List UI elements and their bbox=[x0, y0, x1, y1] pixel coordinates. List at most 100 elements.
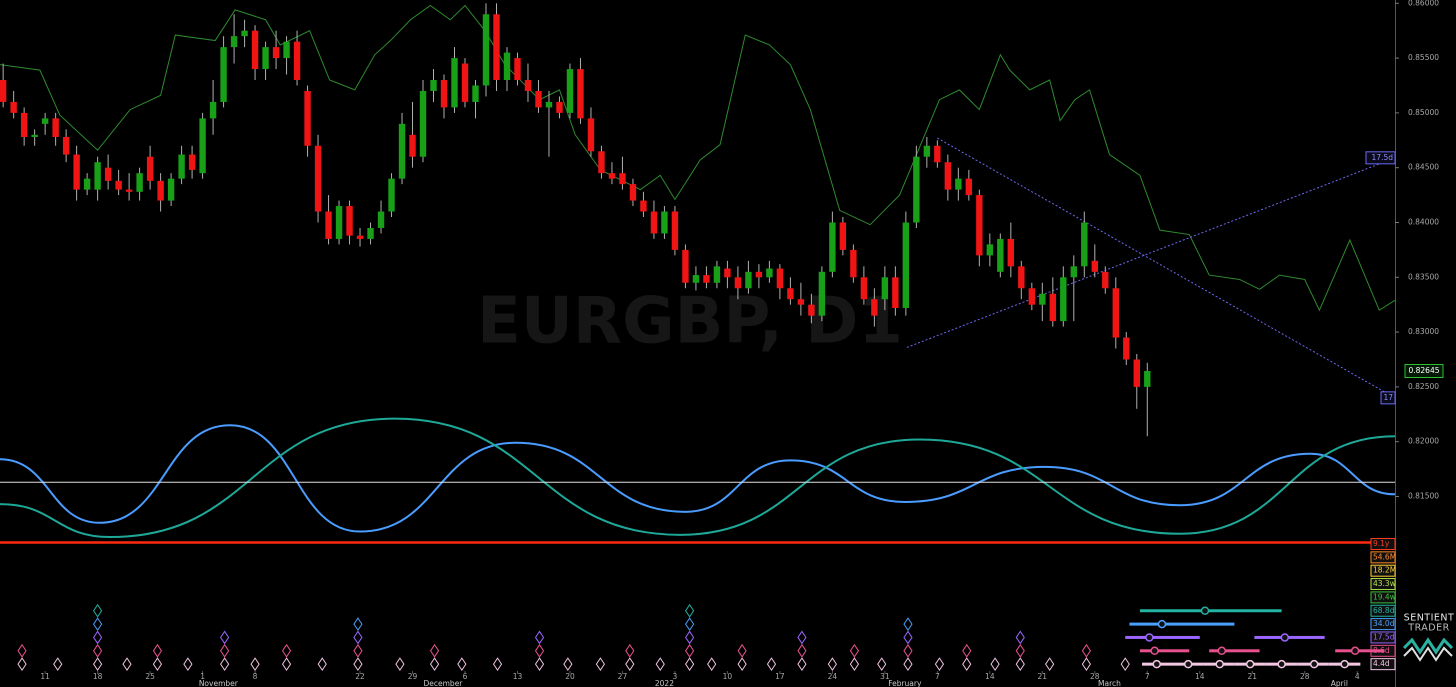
x-tick-label: 27 bbox=[618, 672, 628, 681]
candle-body bbox=[220, 47, 227, 102]
candle-body bbox=[314, 145, 322, 212]
candle-body bbox=[356, 235, 364, 239]
candle-body bbox=[923, 145, 931, 157]
candle-body bbox=[388, 178, 395, 212]
cycle-trough-marker bbox=[1045, 657, 1055, 672]
cycle-trough-marker bbox=[281, 643, 292, 658]
logo: SENTIENT TRADER bbox=[1402, 613, 1455, 662]
cycle-trough-marker bbox=[962, 643, 972, 658]
last-price-label: 0.82645 bbox=[1408, 366, 1439, 375]
cycle-trough-marker bbox=[1015, 643, 1025, 658]
candle-body bbox=[545, 101, 553, 108]
candle-body bbox=[335, 206, 343, 239]
candle-body bbox=[566, 69, 574, 113]
candle-body bbox=[409, 134, 416, 157]
cycle-trough-marker bbox=[737, 657, 747, 672]
cycle-projection-bar bbox=[1139, 649, 1190, 653]
candle-body bbox=[881, 277, 889, 300]
x-month-label: February bbox=[888, 679, 922, 687]
cycle-legend-box bbox=[1370, 564, 1396, 577]
candle-body bbox=[1112, 288, 1119, 338]
candle-body bbox=[818, 271, 826, 316]
x-tick-label: 22 bbox=[355, 672, 365, 681]
candle-body bbox=[104, 167, 112, 181]
cycle-projection-bar bbox=[1254, 635, 1325, 639]
cycle-trough-marker bbox=[534, 630, 545, 645]
candle-body bbox=[944, 162, 952, 190]
candle-body bbox=[377, 211, 385, 228]
candle-body bbox=[640, 200, 647, 212]
x-tick-label: 13 bbox=[513, 672, 523, 681]
cycle-trough-marker bbox=[685, 630, 695, 645]
cycle-trough-marker bbox=[281, 657, 292, 672]
candle-body bbox=[797, 299, 805, 305]
candle-body bbox=[514, 58, 521, 81]
candle-body bbox=[661, 211, 668, 234]
candle-body bbox=[304, 90, 311, 146]
cycle-trough-marker bbox=[220, 630, 230, 645]
cycle-legend-box bbox=[1370, 551, 1396, 564]
cycle-projection-point bbox=[1340, 659, 1349, 669]
candle-body bbox=[671, 211, 679, 250]
x-tick-label: 29 bbox=[408, 672, 418, 681]
cycle-trough-marker bbox=[395, 657, 405, 672]
candle-body bbox=[367, 227, 374, 239]
candle-body bbox=[524, 80, 532, 91]
candle-body bbox=[713, 266, 721, 283]
candle-body bbox=[293, 41, 301, 81]
candle-body bbox=[629, 184, 637, 201]
cycle-trough-marker bbox=[93, 630, 103, 645]
candle-body bbox=[619, 173, 626, 185]
cycle-trough-marker bbox=[934, 657, 945, 672]
candle-body bbox=[1091, 260, 1098, 272]
x-tick-label: 21 bbox=[1038, 672, 1048, 681]
candle-body bbox=[1049, 293, 1057, 322]
cycle-trough-marker bbox=[183, 657, 193, 672]
candle-body bbox=[451, 58, 458, 108]
candle-body bbox=[73, 154, 80, 190]
cycle-projection-point bbox=[1217, 646, 1227, 656]
candle-body bbox=[986, 244, 994, 256]
cycle-trough-marker bbox=[685, 617, 695, 632]
candle-body bbox=[493, 14, 500, 81]
logo-mark bbox=[1403, 646, 1453, 662]
cycle-trough-marker bbox=[353, 657, 363, 672]
cycle-trough-marker bbox=[353, 617, 363, 632]
candle-body bbox=[976, 195, 983, 256]
cycle-trough-marker bbox=[152, 643, 163, 658]
logo-text: SENTIENT bbox=[1404, 613, 1455, 624]
candle-body bbox=[62, 137, 70, 155]
cycle-trough-marker bbox=[903, 657, 913, 672]
cycle-projection-point bbox=[1183, 659, 1193, 669]
cycle-trough-marker bbox=[877, 657, 887, 672]
cycle-trough-marker bbox=[93, 603, 103, 618]
candle-body bbox=[1039, 293, 1046, 305]
cycle-trough-marker bbox=[93, 617, 103, 632]
cycle-projection-bar bbox=[1209, 649, 1260, 653]
cycle-trough-marker bbox=[563, 657, 573, 672]
cycle-legend-label: 17.5d bbox=[1373, 632, 1395, 641]
candle-body bbox=[787, 288, 794, 300]
candle-body bbox=[766, 268, 773, 278]
cycle-trough-marker bbox=[962, 657, 972, 672]
candle-body bbox=[41, 118, 49, 124]
y-tick-label: 0.82000 bbox=[1408, 437, 1439, 446]
candle-body bbox=[650, 211, 658, 234]
candle-body bbox=[1133, 359, 1140, 387]
cycle-trough-marker bbox=[766, 657, 777, 672]
x-tick-label: 14 bbox=[985, 672, 995, 681]
x-tick-label: 31 bbox=[880, 672, 890, 681]
cycle-trough-marker bbox=[93, 643, 103, 658]
cycle-projection-bar bbox=[1335, 649, 1385, 653]
cycle-projection-point bbox=[1350, 646, 1360, 656]
candle-body bbox=[556, 101, 563, 113]
x-tick-label: 10 bbox=[723, 672, 733, 681]
candle-body bbox=[1123, 337, 1130, 360]
candle-body bbox=[598, 151, 605, 174]
cycle-trough-marker bbox=[1081, 643, 1092, 658]
x-tick-label: 14 bbox=[1195, 672, 1205, 681]
cycle-legend-box bbox=[1370, 631, 1396, 644]
candle-body bbox=[125, 189, 133, 192]
